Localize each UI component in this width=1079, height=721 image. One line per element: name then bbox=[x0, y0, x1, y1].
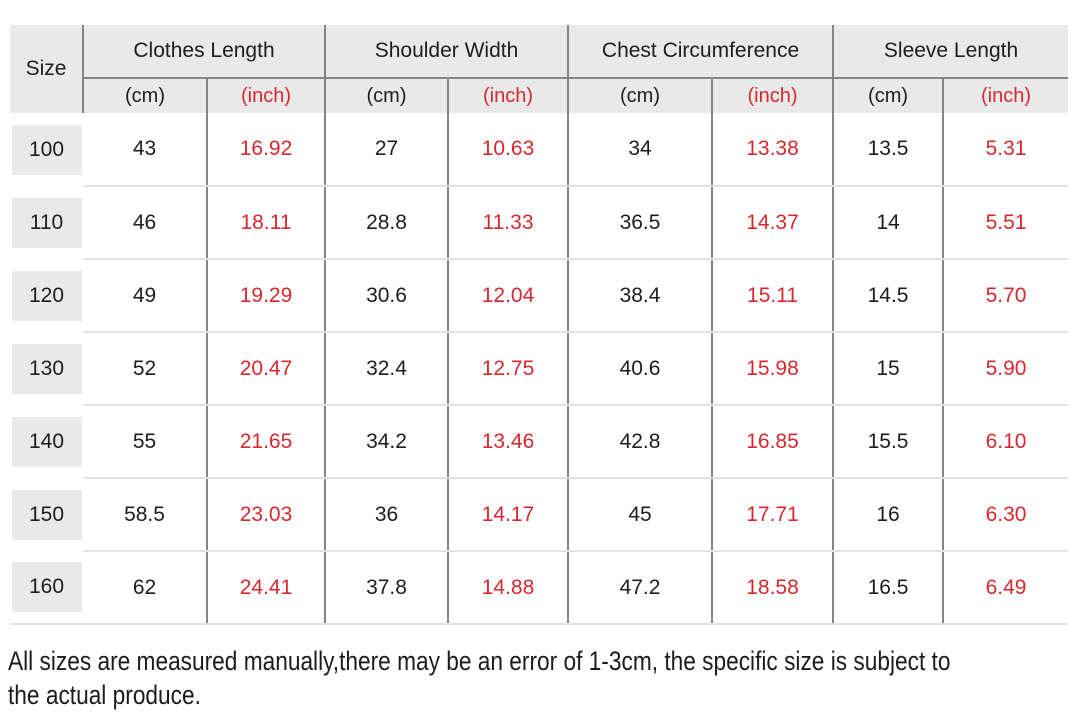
unit-header-shoulder-inch: (inch) bbox=[446, 78, 569, 113]
value-cell: 18.58 bbox=[711, 551, 834, 625]
value-cell: 13.38 bbox=[711, 113, 834, 187]
header-row-units: (cm) (inch) (cm) (inch) (cm) (inch) (cm)… bbox=[10, 78, 1069, 113]
size-cell: 120 bbox=[10, 259, 83, 332]
header-row-groups: Size Clothes Length Shoulder Width Chest… bbox=[10, 25, 1069, 113]
value-cell: 40.6 bbox=[567, 332, 713, 406]
column-header-shoulder-width: Shoulder Width bbox=[323, 25, 569, 79]
size-chip: 130 bbox=[11, 343, 82, 394]
size-cell: 140 bbox=[10, 405, 83, 478]
value-cell: 5.31 bbox=[942, 113, 1069, 187]
size-chip: 100 bbox=[11, 124, 82, 175]
unit-header-shoulder-cm: (cm) bbox=[324, 78, 448, 113]
column-header-sleeve-length: Sleeve Length bbox=[832, 25, 1069, 79]
value-cell: 49 bbox=[83, 259, 207, 333]
value-cell: 32.4 bbox=[324, 332, 448, 406]
value-cell: 14.17 bbox=[446, 478, 569, 552]
value-cell: 14.5 bbox=[832, 259, 944, 333]
value-cell: 13.5 bbox=[832, 113, 944, 187]
value-cell: 52 bbox=[83, 332, 207, 406]
table-row: 130 52 20.47 32.4 12.75 40.6 15.98 15 5.… bbox=[10, 332, 1069, 406]
size-chip: 160 bbox=[11, 562, 82, 612]
value-cell: 11.33 bbox=[446, 186, 569, 260]
unit-header-chest-cm: (cm) bbox=[567, 78, 713, 113]
unit-header-sleeve-cm: (cm) bbox=[832, 78, 944, 113]
value-cell: 47.2 bbox=[567, 551, 713, 625]
table-row: 120 49 19.29 30.6 12.04 38.4 15.11 14.5 … bbox=[10, 259, 1069, 333]
size-cell: 160 bbox=[10, 551, 83, 625]
value-cell: 15 bbox=[832, 332, 944, 406]
table-header: Size Clothes Length Shoulder Width Chest… bbox=[10, 25, 1069, 113]
value-cell: 15.11 bbox=[711, 259, 834, 333]
value-cell: 34.2 bbox=[324, 405, 448, 479]
value-cell: 14 bbox=[832, 186, 944, 260]
value-cell: 23.03 bbox=[206, 478, 325, 552]
value-cell: 14.88 bbox=[446, 551, 569, 625]
value-cell: 46 bbox=[83, 186, 207, 260]
value-cell: 38.4 bbox=[567, 259, 713, 333]
value-cell: 5.70 bbox=[942, 259, 1069, 333]
disclaimer-line-2: the actual produce. bbox=[8, 680, 201, 710]
value-cell: 18.11 bbox=[206, 186, 325, 260]
column-header-clothes-length: Clothes Length bbox=[82, 25, 325, 79]
value-cell: 16 bbox=[832, 478, 944, 552]
value-cell: 36.5 bbox=[567, 186, 713, 260]
value-cell: 15.98 bbox=[711, 332, 834, 406]
value-cell: 37.8 bbox=[324, 551, 448, 625]
size-chart-table: Size Clothes Length Shoulder Width Chest… bbox=[10, 25, 1069, 625]
unit-header-clothes-cm: (cm) bbox=[83, 78, 207, 113]
table-row: 100 43 16.92 27 10.63 34 13.38 13.5 5.31 bbox=[10, 113, 1069, 187]
size-cell: 150 bbox=[10, 478, 83, 551]
value-cell: 45 bbox=[567, 478, 713, 552]
table-row: 150 58.5 23.03 36 14.17 45 17.71 16 6.30 bbox=[10, 478, 1069, 552]
value-cell: 58.5 bbox=[83, 478, 207, 552]
value-cell: 20.47 bbox=[206, 332, 325, 406]
value-cell: 6.10 bbox=[942, 405, 1069, 479]
size-chip: 140 bbox=[11, 416, 82, 467]
value-cell: 10.63 bbox=[446, 113, 569, 187]
value-cell: 13.46 bbox=[446, 405, 569, 479]
table-row: 160 62 24.41 37.8 14.88 47.2 18.58 16.5 … bbox=[10, 551, 1069, 625]
size-chip: 110 bbox=[11, 197, 82, 248]
size-cell: 130 bbox=[10, 332, 83, 405]
value-cell: 42.8 bbox=[567, 405, 713, 479]
value-cell: 36 bbox=[324, 478, 448, 552]
value-cell: 14.37 bbox=[711, 186, 834, 260]
value-cell: 19.29 bbox=[206, 259, 325, 333]
value-cell: 5.90 bbox=[942, 332, 1069, 406]
value-cell: 16.85 bbox=[711, 405, 834, 479]
value-cell: 6.30 bbox=[942, 478, 1069, 552]
size-chip: 120 bbox=[11, 270, 82, 321]
table-row: 110 46 18.11 28.8 11.33 36.5 14.37 14 5.… bbox=[10, 186, 1069, 260]
size-cell: 110 bbox=[10, 186, 83, 259]
value-cell: 16.92 bbox=[206, 113, 325, 187]
value-cell: 24.41 bbox=[206, 551, 325, 625]
column-header-chest-circumference: Chest Circumference bbox=[567, 25, 834, 79]
value-cell: 17.71 bbox=[711, 478, 834, 552]
unit-header-sleeve-inch: (inch) bbox=[942, 78, 1069, 113]
table-row: 140 55 21.65 34.2 13.46 42.8 16.85 15.5 … bbox=[10, 405, 1069, 479]
size-chip: 150 bbox=[11, 489, 82, 540]
unit-header-chest-inch: (inch) bbox=[711, 78, 834, 113]
size-cell: 100 bbox=[10, 113, 83, 186]
value-cell: 5.51 bbox=[942, 186, 1069, 260]
value-cell: 43 bbox=[83, 113, 207, 187]
disclaimer-line-1: All sizes are measured manually,there ma… bbox=[8, 646, 951, 676]
value-cell: 6.49 bbox=[942, 551, 1069, 625]
value-cell: 30.6 bbox=[324, 259, 448, 333]
value-cell: 34 bbox=[567, 113, 713, 187]
column-header-size: Size bbox=[10, 25, 84, 113]
value-cell: 55 bbox=[83, 405, 207, 479]
value-cell: 16.5 bbox=[832, 551, 944, 625]
value-cell: 27 bbox=[324, 113, 448, 187]
table-body: 100 43 16.92 27 10.63 34 13.38 13.5 5.31… bbox=[10, 113, 1069, 625]
unit-header-clothes-inch: (inch) bbox=[206, 78, 325, 113]
value-cell: 12.04 bbox=[446, 259, 569, 333]
value-cell: 15.5 bbox=[832, 405, 944, 479]
value-cell: 28.8 bbox=[324, 186, 448, 260]
value-cell: 21.65 bbox=[206, 405, 325, 479]
disclaimer-text: All sizes are measured manually,there ma… bbox=[8, 644, 1079, 712]
value-cell: 12.75 bbox=[446, 332, 569, 406]
value-cell: 62 bbox=[83, 551, 207, 625]
